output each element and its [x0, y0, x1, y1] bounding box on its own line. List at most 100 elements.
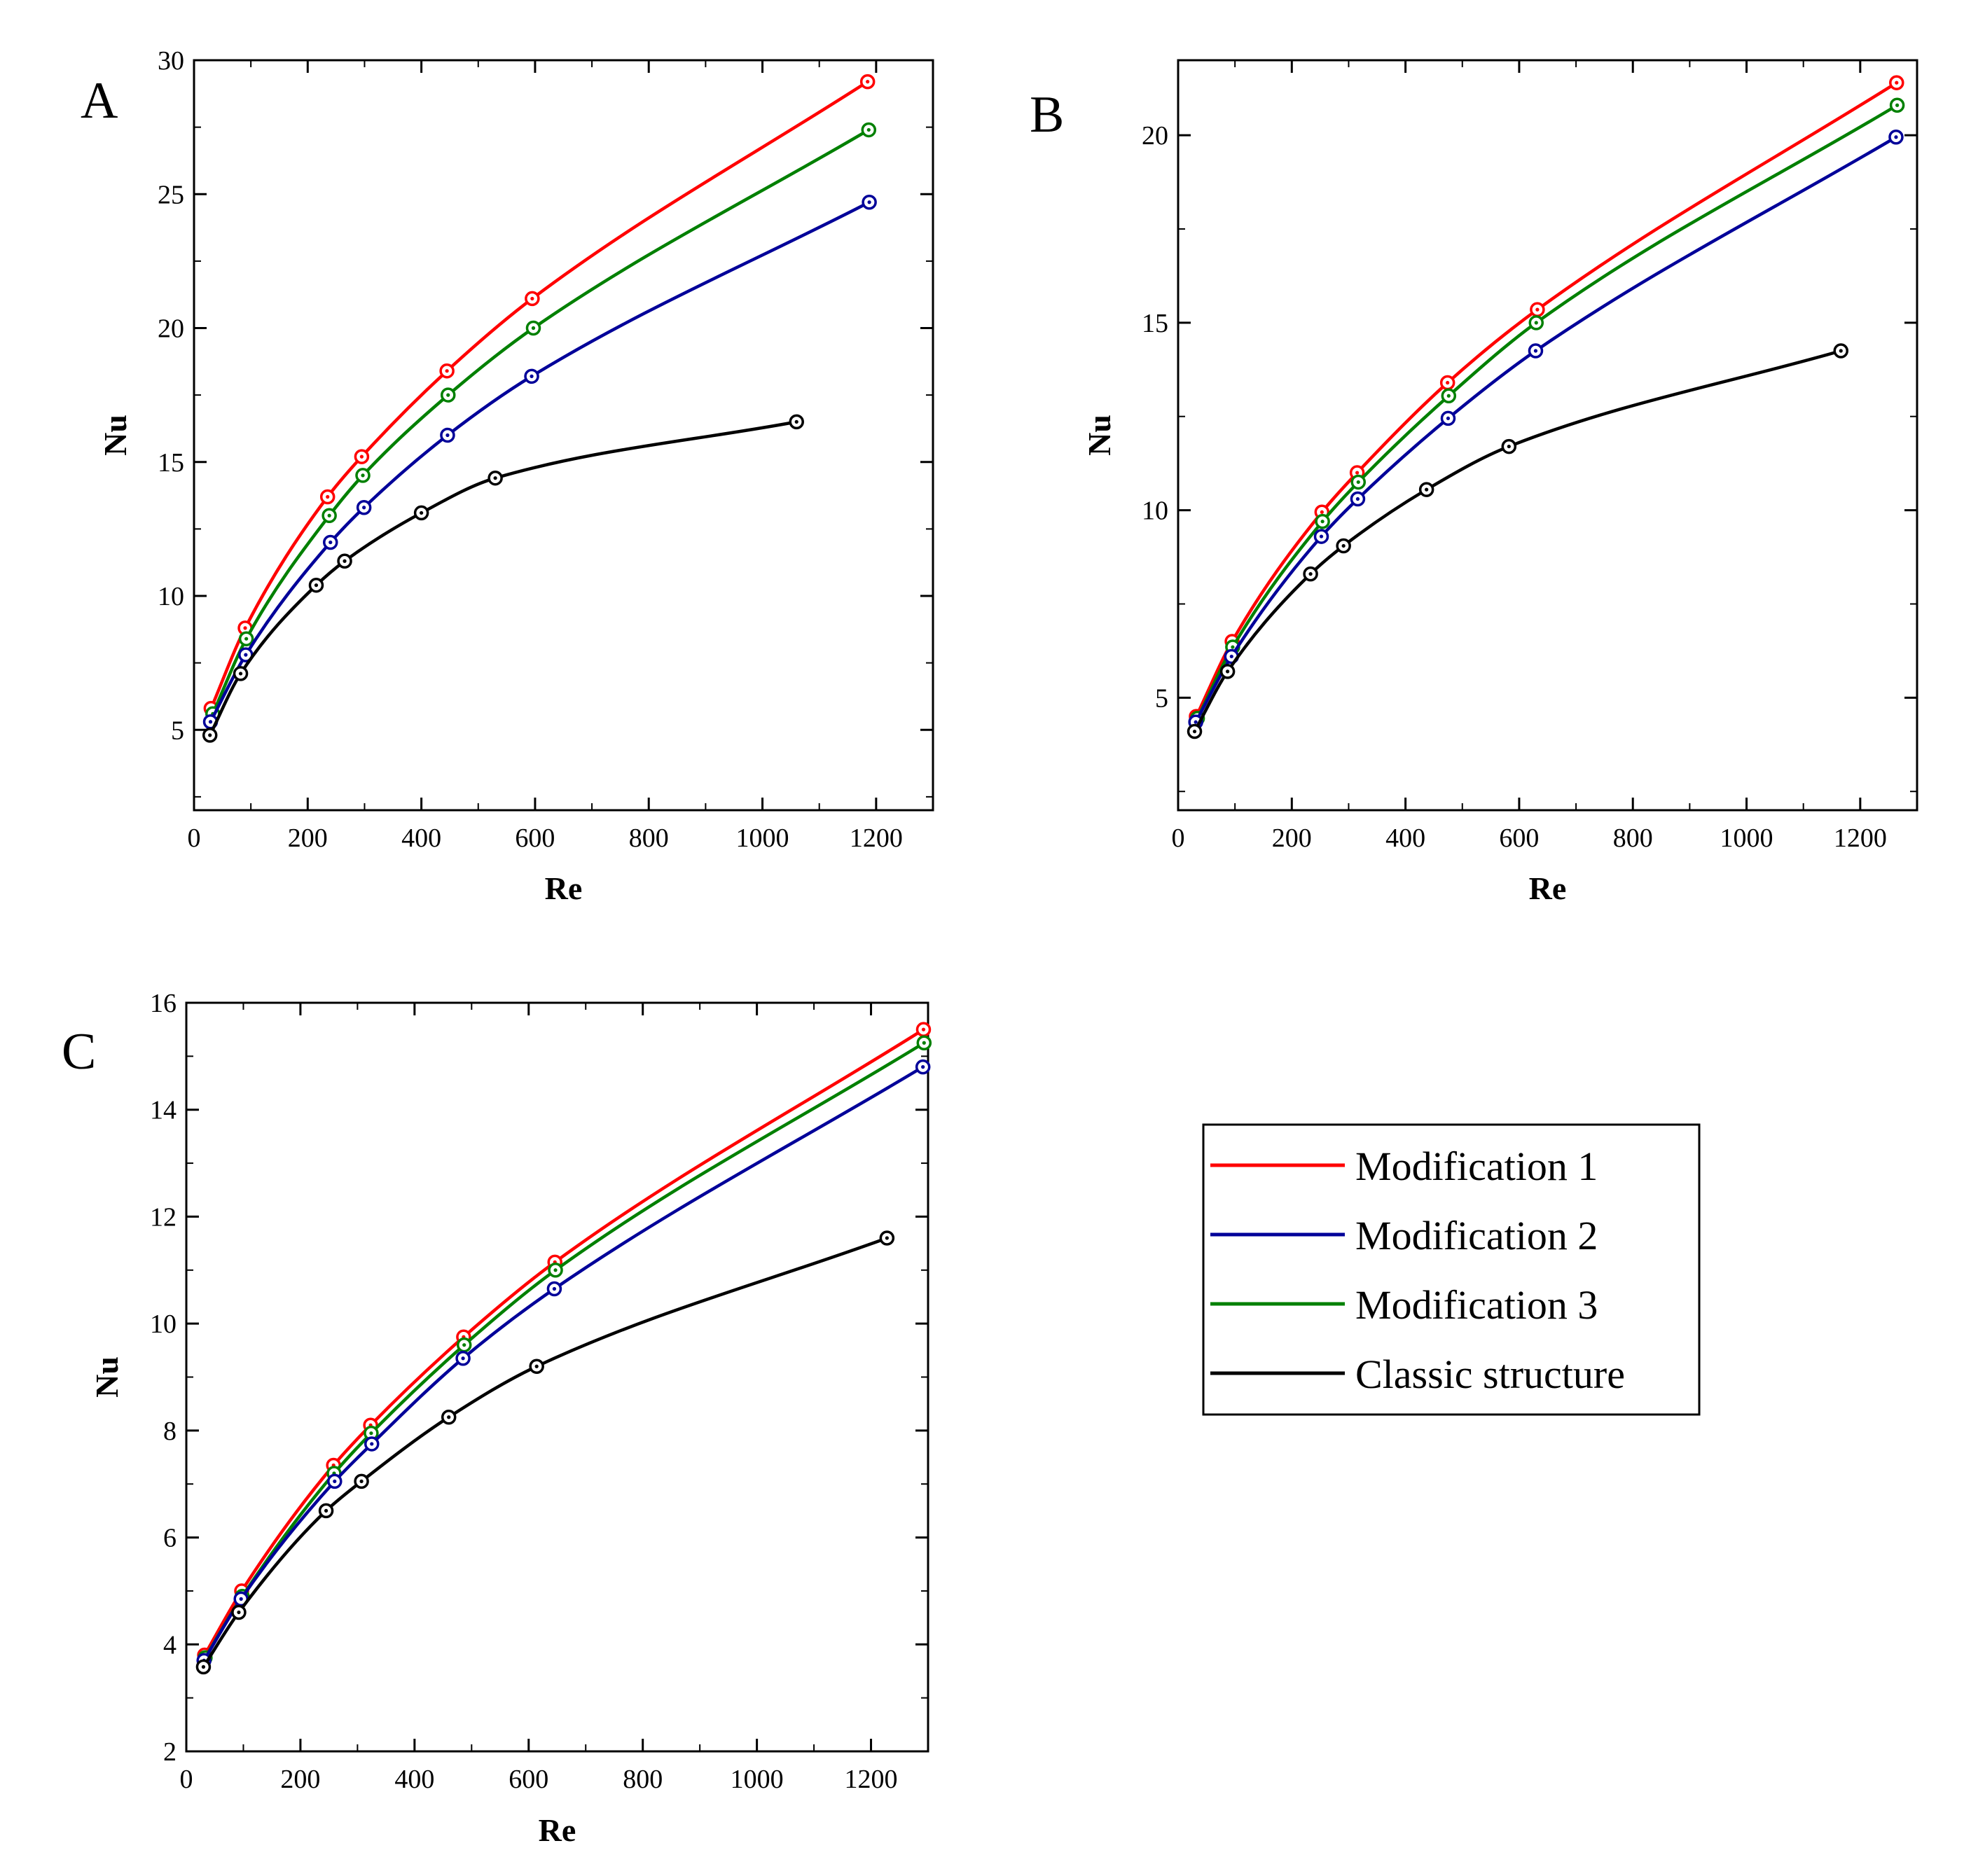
legend-frame — [1202, 1123, 1701, 1416]
panel-c-point-center — [552, 1286, 557, 1291]
panel-b-point-center — [1341, 543, 1346, 548]
legend-label: Modification 1 — [1355, 1144, 1598, 1189]
panel-a-point-center — [359, 454, 364, 459]
panel-a-line-modification-3 — [211, 128, 871, 716]
panel-a-point-center — [530, 296, 534, 301]
legend-entry-modification-2: Modification 2 — [1210, 1213, 1598, 1258]
panel-c-y-tick-label: 16 — [150, 989, 177, 1018]
panel-a-x-axis-title: Re — [545, 870, 583, 906]
panel-a-point-center — [866, 80, 870, 84]
legend-entry-classic-structure: Classic structure — [1210, 1352, 1625, 1397]
panel-a-line-modification-2 — [209, 200, 871, 724]
panel-c-x-axis-title: Re — [539, 1812, 576, 1848]
panel-b-x-tick-label: 400 — [1385, 824, 1425, 853]
panel-a-point-center — [445, 369, 449, 373]
panel-a-y-tick-label: 10 — [158, 582, 184, 611]
panel-b-point-center — [1356, 480, 1360, 485]
panel-b-point-center — [1194, 720, 1198, 724]
panel-c-point-center — [359, 1479, 364, 1483]
panel-a-x-tick-label: 400 — [401, 824, 441, 853]
panel-a-point-center — [866, 127, 871, 132]
panel-a-point-center — [208, 720, 213, 724]
panel-c-point-center — [447, 1415, 451, 1419]
panel-c-point-center — [921, 1065, 925, 1069]
panel-b-x-tick-label: 0 — [1172, 824, 1185, 853]
panel-c-line-classic-structure — [202, 1236, 889, 1669]
panel-c-x-tick-label: 1000 — [731, 1765, 784, 1794]
panel-a-point-center — [314, 583, 319, 588]
panel-c-x-tick-label: 800 — [623, 1765, 663, 1794]
panel-c-line-modification-1 — [202, 1027, 925, 1657]
panel-b-point-center — [1229, 654, 1233, 659]
legend-label: Classic structure — [1355, 1352, 1625, 1397]
panel-a-series-classic-structure — [202, 414, 804, 743]
panel-a-point-center — [238, 672, 243, 676]
panel-a-point-center — [420, 510, 424, 515]
panel-c-point-center — [324, 1508, 329, 1513]
panel-b-point-center — [1192, 729, 1197, 734]
panel-a-y-axis-title: Nu — [97, 415, 133, 456]
panel-c-point-center — [237, 1610, 241, 1615]
panel-c-y-tick-label: 14 — [150, 1096, 177, 1125]
panel-a-y-tick-label: 25 — [158, 180, 184, 209]
panel-a-y-tick-label: 15 — [158, 448, 184, 478]
panel-a-point-center — [794, 419, 798, 424]
panel-b-point-center — [1895, 103, 1900, 107]
panel-b-x-tick-label: 1000 — [1720, 824, 1773, 853]
panel-b-plot-frame — [1177, 59, 1918, 812]
panel-a-y-tick-label: 30 — [158, 46, 184, 76]
panel-a-x-tick-label: 1200 — [850, 824, 903, 853]
panel-c-x-tick-label: 600 — [509, 1765, 548, 1794]
panel-b-point-center — [1533, 349, 1538, 353]
panel-a-point-center — [362, 506, 366, 510]
panel-b-x-axis-title: Re — [1529, 870, 1567, 906]
panel-c-y-tick-label: 12 — [150, 1202, 177, 1232]
panel-c-point-center — [239, 1597, 243, 1601]
panel-a: A 0 200 400 600 800 1000 1200 5 10 15 20 25 30 Re Nu — [81, 46, 934, 906]
panel-a-point-center — [361, 473, 365, 478]
panel-b-line-classic-structure — [1193, 349, 1843, 733]
legend-entry-modification-1: Modification 1 — [1210, 1144, 1598, 1189]
panel-a-point-center — [329, 540, 333, 545]
panel-b-x-tick-label: 1200 — [1834, 824, 1887, 853]
panel-b-y-tick-label: 5 — [1155, 683, 1168, 713]
panel-b-point-center — [1308, 572, 1313, 576]
panel-c-point-center — [462, 1343, 466, 1347]
panel-a-x-tick-label: 800 — [629, 824, 669, 853]
panel-c-y-tick-label: 10 — [150, 1309, 177, 1339]
panel-b-point-center — [1446, 416, 1451, 421]
panel-a-point-center — [530, 374, 534, 378]
panel-c-y-axis-title: Nu — [89, 1356, 125, 1398]
panel-b-point-center — [1319, 534, 1324, 539]
panel-c-x-tick-label: 200 — [280, 1765, 320, 1794]
panel-a-point-center — [208, 733, 212, 737]
panel-a-point-center — [445, 433, 450, 438]
panel-c-y-tick-label: 6 — [163, 1524, 177, 1553]
panel-b-point-center — [1839, 349, 1843, 353]
legend-label: Modification 2 — [1355, 1213, 1598, 1258]
panel-a-point-center — [531, 326, 536, 331]
panel-c-point-center — [534, 1364, 539, 1368]
panel-c-x-tick-label: 1200 — [845, 1765, 898, 1794]
panel-b-y-tick-label: 15 — [1142, 309, 1168, 338]
panel-b-point-center — [1534, 321, 1538, 325]
panel-c-series-classic-structure — [195, 1230, 895, 1675]
panel-a-x-tick-label: 200 — [288, 824, 328, 853]
panel-b: B 0 200 400 600 800 1000 1200 5 10 15 20 Re Nu — [1030, 59, 1918, 906]
panel-a-y-tick-label: 20 — [158, 314, 184, 344]
panel-a-point-center — [343, 559, 347, 563]
panel-c-point-center — [369, 1431, 373, 1436]
panel-b-point-center — [1507, 444, 1511, 449]
legend-label: Modification 3 — [1355, 1282, 1598, 1328]
panel-b-point-center — [1895, 81, 1899, 85]
panel-a-point-center — [327, 513, 331, 517]
panel-a-y-tick-label: 5 — [171, 716, 184, 745]
panel-a-point-center — [244, 637, 249, 641]
panel-b-point-center — [1231, 645, 1235, 649]
panel-c-y-tick-label: 8 — [163, 1417, 177, 1446]
panel-b-point-center — [1226, 669, 1230, 674]
panel-b-line-modification-3 — [1196, 104, 1899, 721]
legend: Modification 1 Modification 2 Modificati… — [1202, 1123, 1701, 1416]
panel-c-point-center — [333, 1479, 337, 1483]
panel-a-point-center — [446, 393, 450, 397]
